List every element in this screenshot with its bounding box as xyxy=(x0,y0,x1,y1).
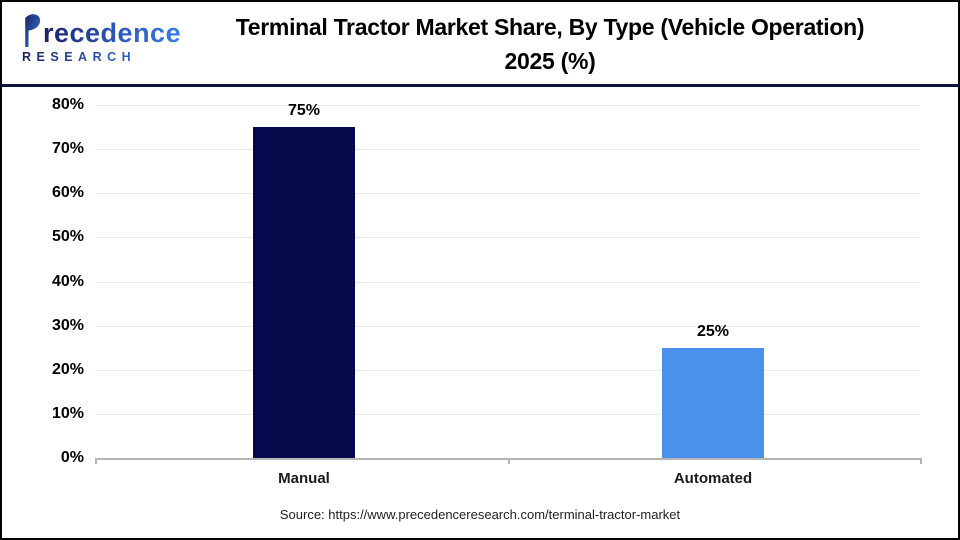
header: recedence RESEARCH Terminal Tractor Mark… xyxy=(2,2,958,87)
gridline-80 xyxy=(95,105,920,106)
gridline-60 xyxy=(95,193,920,194)
chart-title: Terminal Tractor Market Share, By Type (… xyxy=(152,10,948,78)
y-axis-tick-label: 40% xyxy=(51,273,84,290)
x-axis-tick xyxy=(95,458,97,464)
bar-chart-plot: Source: https://www.precedenceresearch.c… xyxy=(2,87,958,538)
bar-value-label-automated: 25% xyxy=(696,323,730,340)
category-label-automated: Automated xyxy=(673,470,753,487)
y-axis-tick-label: 10% xyxy=(51,405,84,422)
source-note: Source: https://www.precedenceresearch.c… xyxy=(279,507,681,522)
logo-brand-text: recedence xyxy=(43,18,182,48)
gridline-70 xyxy=(95,149,920,150)
category-label-manual: Manual xyxy=(278,470,330,487)
y-axis-tick-label: 0% xyxy=(60,449,84,466)
chart-title-line1: Terminal Tractor Market Share, By Type (… xyxy=(235,14,865,40)
y-axis-tick-label: 20% xyxy=(51,361,84,378)
x-axis-tick xyxy=(508,458,510,464)
x-axis-tick xyxy=(920,458,922,464)
y-axis-tick-label: 80% xyxy=(51,96,84,113)
y-axis-tick-label: 50% xyxy=(51,228,84,245)
gridline-20 xyxy=(95,370,920,371)
gridline-50 xyxy=(95,237,920,238)
gridline-10 xyxy=(95,414,920,415)
bar-value-label-manual: 75% xyxy=(287,102,321,119)
logo-subtitle: RESEARCH xyxy=(22,50,190,64)
bar-automated xyxy=(662,348,764,458)
leaf-p-icon xyxy=(25,14,41,47)
gridline-30 xyxy=(95,326,920,327)
precedence-research-logo: recedence RESEARCH xyxy=(20,14,190,64)
logo-brand: recedence xyxy=(20,14,190,47)
chart-title-line2: 2025 (%) xyxy=(504,48,596,74)
gridline-40 xyxy=(95,282,920,283)
y-axis-tick-label: 70% xyxy=(51,140,84,157)
bar-manual xyxy=(253,127,355,458)
y-axis-tick-label: 30% xyxy=(51,317,84,334)
y-axis-tick-label: 60% xyxy=(51,184,84,201)
